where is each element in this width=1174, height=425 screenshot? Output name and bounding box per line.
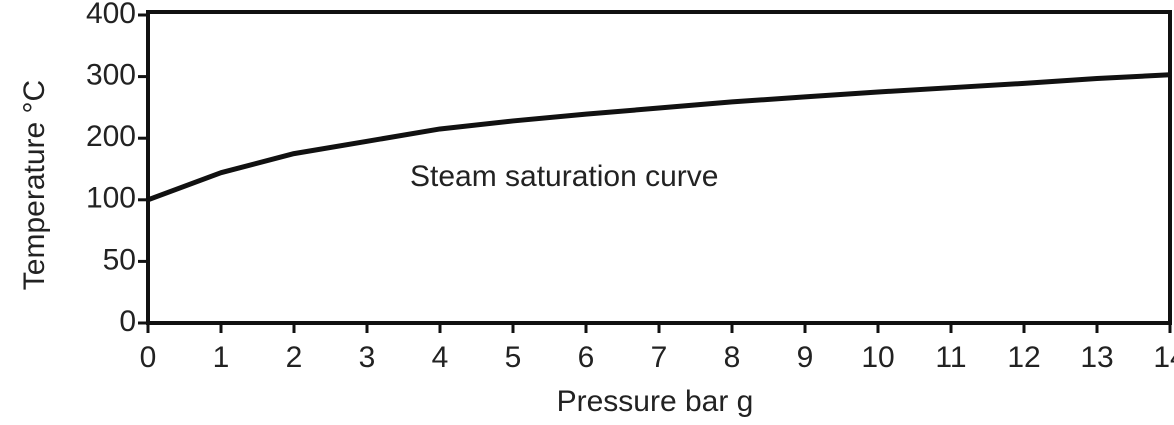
- y-axis-label: Temperature °C: [18, 80, 51, 290]
- x-tick-label: 6: [578, 341, 595, 374]
- x-tick-label: 14: [1153, 341, 1174, 374]
- x-tick-label: 10: [861, 341, 894, 374]
- x-tick-label: 11: [935, 341, 966, 374]
- y-tick-label: 100: [86, 182, 136, 215]
- y-tick-label: 300: [86, 59, 136, 92]
- x-tick-label: 8: [724, 341, 741, 374]
- x-tick-label: 12: [1007, 341, 1040, 374]
- x-tick-label: 5: [505, 341, 522, 374]
- x-tick-label: 1: [213, 341, 230, 374]
- line: [147, 72, 1171, 203]
- x-tick-label: 9: [797, 341, 814, 374]
- y-tick-label: 0: [119, 305, 136, 338]
- annotation: Steam saturation curve: [410, 160, 718, 193]
- y-tick-label: 400: [86, 0, 136, 30]
- x-tick-label: 3: [359, 341, 376, 374]
- x-tick-label: 0: [140, 341, 157, 374]
- y-tick-label: 200: [86, 120, 136, 153]
- x-tick-label: 4: [432, 341, 449, 374]
- x-tick-label: 7: [651, 341, 668, 374]
- x-tick-label: 2: [286, 341, 303, 374]
- x-axis-label: Pressure bar g: [557, 385, 754, 418]
- x-tick-label: 13: [1080, 341, 1113, 374]
- y-tick-label: 50: [103, 243, 136, 276]
